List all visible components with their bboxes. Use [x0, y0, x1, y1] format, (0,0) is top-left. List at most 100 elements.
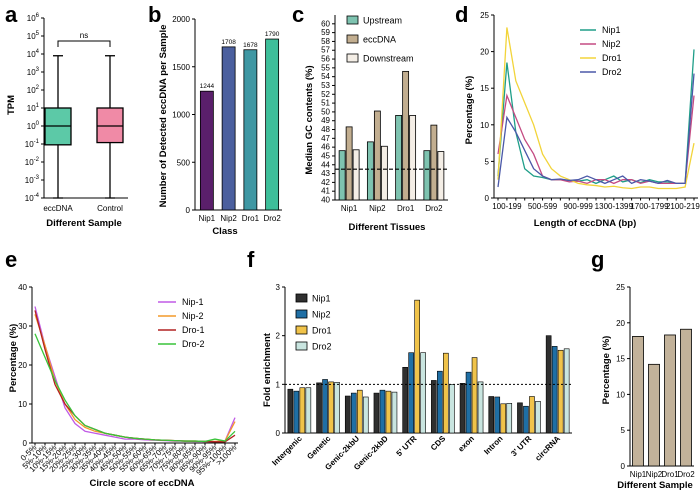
bar-dro1-intergenic [299, 387, 306, 434]
panel-a-xtick-eccdna: eccDNA [43, 204, 73, 213]
panel-g-ytick-label: 10 [616, 390, 625, 399]
panel-g-xtick-nip1: Nip1 [630, 470, 647, 479]
panel-f-xtick-exon: exon [456, 434, 476, 454]
panel-g-ytick-label: 5 [621, 426, 626, 435]
bar-dro1-genetic [328, 381, 334, 434]
panel-a-ytick-exponent: -4 [34, 193, 40, 199]
panel-c-ytick-label: 59 [321, 28, 330, 37]
panel-c-ytick-label: 49 [321, 116, 330, 125]
panel-f-ytick-label: 0 [276, 429, 281, 438]
panel-b-xlabel: Class [212, 226, 237, 237]
panel-d-lines [497, 27, 695, 190]
line-dro-2 [34, 333, 236, 443]
legend-swatch-dro1 [295, 325, 308, 335]
bar-dro2-genic-2kbu [362, 396, 369, 434]
panel-g-xtick-dro2: Dro2 [677, 470, 695, 479]
panel-label-b: b [148, 2, 161, 27]
bar-eccdna-nip1 [345, 126, 353, 201]
panel-e-legend: Nip-1 Nip-2 Dro-1 Dro-2 [158, 297, 205, 349]
panel-c-ytick-label: 51 [321, 99, 330, 108]
panel-g-ytick-label: 0 [621, 462, 626, 471]
panel-d-legend: Nip1 Nip2 Dro1 Dro2 [580, 25, 622, 77]
line-dro2 [497, 73, 695, 188]
bar-dro2-genetic [334, 382, 340, 434]
panel-d-xtick-label: 500-599 [528, 202, 558, 211]
panel-c-xtick-nip2: Nip2 [369, 204, 386, 213]
panel-b-xtick-nip1: Nip1 [199, 214, 216, 223]
bar-dro1-5-utr [414, 299, 420, 434]
panel-b-xtick-dro2: Dro2 [263, 214, 281, 223]
line-nip-2 [34, 314, 236, 443]
bar-upstream-nip1 [338, 150, 346, 201]
panel-label-e: e [5, 247, 17, 272]
panel-a-ytick-label: 10-2 [25, 157, 40, 167]
panel-d-ytick-label: 20 [480, 48, 489, 57]
panel-c-ytick-label: 43 [321, 169, 330, 178]
panel-a-xtick-control: Control [97, 204, 123, 213]
bar-dro1-circrna [557, 349, 564, 434]
bar-dro2-5-utr [420, 352, 426, 434]
panel-c-ytick-label: 58 [321, 37, 330, 46]
bar-dro1 [664, 334, 676, 467]
panel-b-ylabel: Number of Detected eccDNA per Sample [158, 25, 169, 208]
panel-a-ytick-label: 102 [27, 85, 40, 95]
panel-a-ytick-exponent: 0 [36, 121, 40, 127]
bar-downstream-dro1 [409, 115, 417, 201]
panel-f-ylabel: Fold enrichment [262, 332, 273, 407]
panel-d-ytick-label: 10 [480, 121, 489, 130]
panel-a-ytick-label: 10-3 [25, 175, 40, 185]
bar-nip2 [648, 363, 660, 467]
bar-value-label-nip2: 1708 [221, 39, 236, 46]
panel-g-xtick-nip2: Nip2 [646, 470, 663, 479]
panel-g-ylabel: Percentage (%) [601, 336, 612, 405]
legend-swatch-downstream [346, 53, 359, 63]
panel-e-ylabel: Percentage (%) [8, 324, 19, 393]
panel-c-ytick-label: 45 [321, 151, 330, 160]
panel-c-ytick-label: 46 [321, 143, 330, 152]
panel-c-ytick-label: 40 [321, 196, 330, 205]
panel-c-bars: Nip1 Nip2 Dro1 Dro2 [335, 70, 448, 213]
panel-b-xtick-dro1: Dro1 [242, 214, 260, 223]
box-control [96, 107, 124, 144]
bar-dro2-intron [506, 403, 513, 434]
bar-value-label-nip1: 1244 [200, 83, 215, 90]
bar-nip2-intergenic [293, 390, 300, 434]
bar-nip1-cds [431, 380, 437, 434]
panel-a-ytick-exponent: 3 [36, 67, 40, 73]
panel-b-ytick-label: 1000 [172, 111, 190, 120]
bar-nip1-exon [459, 383, 466, 434]
panel-labels: a b c d e f g [5, 2, 604, 272]
panel-e-ytick-label: 30 [18, 322, 27, 331]
panel-b-xtick-nip2: Nip2 [220, 214, 237, 223]
legend-swatch-upstream [346, 15, 359, 25]
panel-a-ytick-label: 106 [27, 13, 40, 23]
legend-swatch-dro2 [295, 341, 308, 351]
panel-g-xtick-dro1: Dro1 [661, 470, 679, 479]
panel-a-ytick-label: 103 [27, 67, 40, 77]
panel-a-ytick-exponent: 6 [36, 13, 40, 19]
panel-b-ytick-label: 2000 [172, 15, 190, 24]
bar-dro1-genic-2kbd [385, 390, 392, 434]
panel-g-xlabel: Different Sample [617, 480, 693, 491]
bar-upstream-dro2 [423, 150, 431, 201]
bar-dro2-circrna [563, 348, 570, 434]
bar-nip2-genic-2kbu [350, 392, 357, 434]
panel-c-ytick-label: 56 [321, 55, 330, 64]
bar-nip2-genetic [322, 379, 328, 434]
bar-nip2-circrna [551, 346, 558, 434]
legend-label-nip-1: Nip-1 [182, 297, 204, 307]
bar-dro1-exon [471, 357, 478, 434]
bar-upstream-nip2 [366, 141, 374, 201]
panel-e-ytick-label: 10 [18, 400, 27, 409]
bar-nip2-exon [465, 371, 472, 434]
panel-g-ytick-label: 15 [616, 355, 625, 364]
bar-dro2-exon [477, 381, 484, 434]
bar-nip2-intron [494, 396, 501, 434]
panel-a-ytick-label: 104 [27, 49, 40, 59]
line-dro-1 [34, 310, 236, 443]
panel-d-xlabel: Length of eccDNA (bp) [534, 218, 637, 229]
